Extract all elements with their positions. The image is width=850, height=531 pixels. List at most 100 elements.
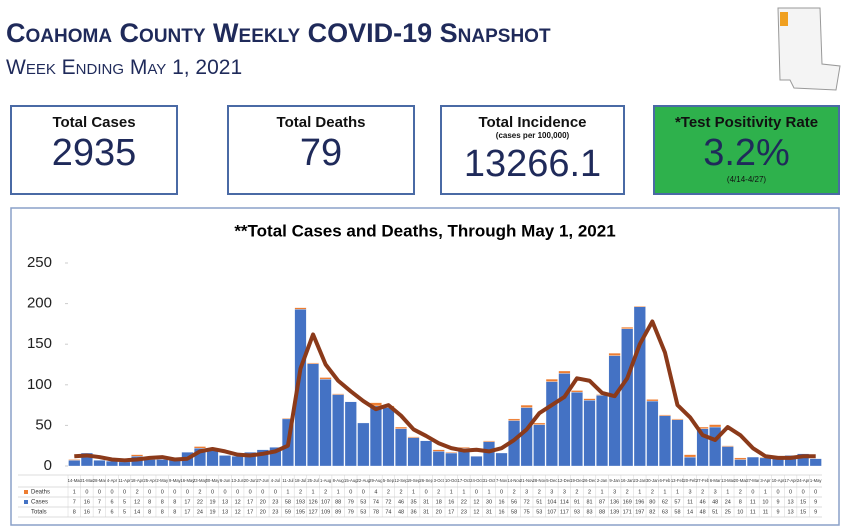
table-cell: 93 [574,509,580,515]
table-cell: 10 [737,509,743,515]
table-cell: 8 [161,509,164,515]
x-tick-label: 25-Apr [143,478,156,483]
bar-segment [658,415,671,467]
card-label: Total Incidence [478,114,587,131]
bar-segment [332,393,345,395]
bar-segment [307,362,319,364]
x-tick-label: 2-May [156,478,169,483]
table-cell: 19 [209,499,215,505]
table-cell: 13 [222,509,228,515]
bar-segment [470,456,483,467]
bar-segment [621,328,634,467]
bar-segment [633,306,646,467]
bar-segment [734,457,747,460]
card-value: 3.2% [703,132,790,174]
table-cell: 22 [197,499,203,505]
table-cell: 2 [513,489,516,495]
state-map [777,7,841,91]
table-cell: 0 [123,489,126,495]
y-tick-label: 100 [27,376,52,393]
table-cell: 13 [222,499,228,505]
bar-segment [194,446,206,449]
bar-segment [106,460,118,467]
table-cell: 3 [563,489,566,495]
bar-segment [256,449,269,467]
table-cell: 62 [662,499,668,505]
x-tick-label: 10-Oct [445,478,458,483]
table-cell: 6 [110,499,113,505]
table-cell: 12 [235,509,241,515]
table-cell: 74 [385,509,391,515]
x-tick-label: 31-Oct [483,478,496,483]
bar-segment [68,460,81,467]
table-cell: 31 [486,509,492,515]
table-cell: 2 [701,489,704,495]
table-cell: 1 [312,489,315,495]
table-cell: 107 [547,509,556,515]
x-tick-label: 9-Jan [609,478,620,483]
table-cell: 193 [296,499,305,505]
bar-segment [558,370,571,374]
bar-segment [684,456,696,467]
table-cell: 2 [437,489,440,495]
x-tick-label: 16-Jan [621,478,634,483]
table-cell: 2 [538,489,541,495]
table-cell: 17 [247,499,253,505]
table-cell: 8 [73,509,76,515]
table-cell: 15 [800,509,806,515]
x-tick-label: 7-Nov [496,478,508,483]
table-cell: 2 [324,489,327,495]
x-tick-label: 6-Jun [220,478,231,483]
bar-segment [658,414,671,416]
bar-segment [596,395,609,467]
table-cell: 8 [161,499,164,505]
x-tick-label: 11-Apr [118,478,131,483]
bar-segment [244,452,257,467]
card-note: (cases per 100,000) [495,131,570,140]
table-cell: 3 [714,489,717,495]
x-tick-label: 22-Aug [357,478,371,483]
table-cell: 169 [623,499,632,505]
card: *Test Positivity Rate 3.2% (4/14-4/27) [653,105,840,195]
table-cell: 5 [123,509,126,515]
table-cell: 2 [626,489,629,495]
table-cell: 24 [725,499,731,505]
table-cell: 3 [550,489,553,495]
table-cell: 9 [776,499,779,505]
table-cell: 9 [776,509,779,515]
y-tick-label: 50 [35,416,52,433]
x-tick-label: 11-Jul [282,478,293,483]
table-cell: 0 [349,489,352,495]
x-tick-label: 19-Sep [407,478,421,483]
table-cell: 48 [712,499,718,505]
chart-title: **Total Cases and Deaths, Through May 1,… [234,221,615,240]
table-cell: 127 [308,509,317,515]
table-cell: 59 [285,509,291,515]
table-cell: 35 [411,499,417,505]
table-cell: 0 [224,489,227,495]
table-cell: 2 [136,489,139,495]
x-tick-label: 14-Mar [68,478,82,483]
table-cell: 46 [398,499,404,505]
bar-segment [809,458,822,467]
x-tick-label: 4-Jul [271,478,280,483]
x-tick-label: 6-Feb [659,478,671,483]
x-tick-label: 1-Aug [320,478,332,483]
table-cell: 48 [700,509,706,515]
bar-segment [520,404,533,408]
chart: **Total Cases and Deaths, Through May 1,… [10,207,840,526]
table-cell: 36 [411,509,417,515]
table-cell: 139 [610,509,619,515]
bar-segment [646,399,659,402]
bar-segment [483,440,495,442]
trend-line [74,319,816,463]
table-cell: 1 [73,489,76,495]
table-cell: 0 [362,489,365,495]
table-cell: 0 [802,489,805,495]
table-cell: 1 [487,489,490,495]
table-cell: 8 [148,499,151,505]
table-cell: 11 [750,499,756,505]
table-cell: 0 [98,489,101,495]
table-cell: 1 [676,489,679,495]
table-cell: 0 [186,489,189,495]
